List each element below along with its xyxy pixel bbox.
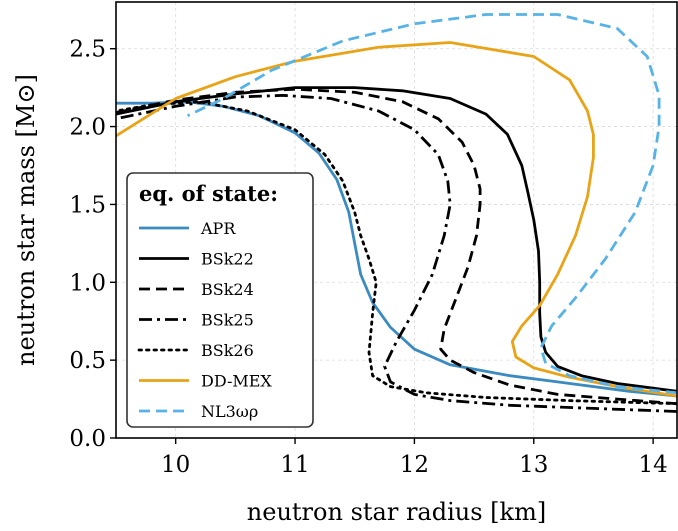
y-tick-label-5: 2.5: [69, 37, 106, 63]
series-line-5: [116, 41, 677, 398]
y-tick-label-0: 0.0: [69, 426, 106, 452]
legend-label-1: BSk22: [201, 250, 254, 269]
x-tick-label-4: 14: [638, 452, 667, 478]
legend: eq. of state: APR BSk22 BSk24 BSk25 BSk26 DD-…: [126, 172, 314, 428]
x-tick-label-3: 13: [519, 452, 548, 478]
legend-label-5: DD-MEX: [201, 372, 272, 391]
series-line-4: [116, 100, 677, 406]
legend-label-6: NL3ωρ: [201, 402, 258, 421]
series-line-1: [116, 86, 677, 393]
y-tick-label-2: 1.0: [69, 270, 106, 296]
series-line-2: [116, 87, 677, 406]
y-tick-label-3: 1.5: [69, 192, 106, 218]
x-tick-label-1: 11: [280, 452, 309, 478]
x-axis-label: neutron star radius [km]: [247, 498, 546, 526]
x-tick-label-2: 12: [400, 452, 429, 478]
legend-box: [126, 172, 314, 428]
legend-label-3: BSk25: [201, 311, 254, 330]
y-axis-label: neutron star mass [M⊙]: [12, 74, 40, 366]
legend-items: APR BSk22 BSk24 BSk25 BSk26 DD-MEX NL3ωρ: [137, 219, 272, 421]
series-line-3: [116, 94, 677, 413]
legend-label-0: APR: [200, 219, 236, 238]
series-group: [116, 13, 677, 413]
series-line-6: [186, 13, 677, 395]
legend-label-2: BSk24: [201, 280, 254, 299]
x-tick-label-0: 10: [161, 452, 190, 478]
y-tick-label-4: 2.0: [69, 115, 106, 141]
plot-frame: [115, 1, 678, 439]
ticks-group: 10 11 12 13 14 0.0 0.5 1.0 1.5 2.0 2.5: [69, 37, 667, 478]
legend-title: eq. of state:: [139, 181, 278, 206]
legend-label-4: BSk26: [201, 341, 254, 360]
y-tick-label-1: 0.5: [69, 348, 106, 374]
